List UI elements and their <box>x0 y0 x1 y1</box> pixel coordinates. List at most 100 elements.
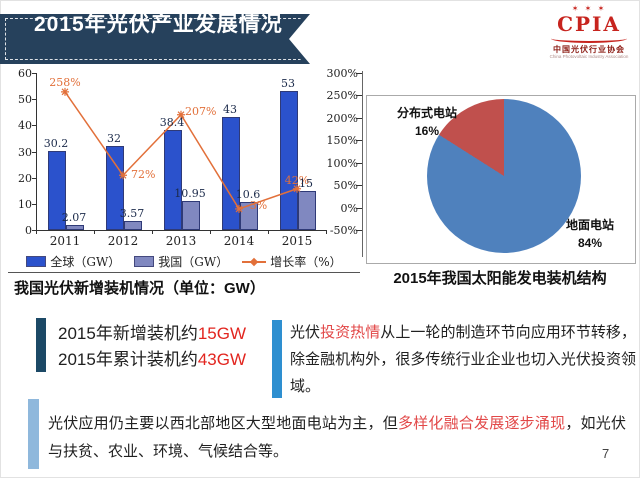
callout-right-text: 光伏投资热情从上一轮的制造环节向应用环节转移，除金融机构外，很多传统行业企业也切… <box>290 324 636 395</box>
bar-chart-legend: 全球（GW） 我国（GW） 增长率（%） <box>8 253 360 270</box>
bar-value-label: 53 <box>281 77 295 91</box>
bar-global <box>48 150 66 230</box>
legend-swatch-china-icon <box>134 256 155 267</box>
bar-chart-caption: 我国光伏新增装机情况（单位：GW） <box>14 280 265 297</box>
pie-label-ground: 地面电站 84% <box>565 218 614 250</box>
x-axis-tick-label: 2011 <box>49 234 81 248</box>
bar-value-label: 3.57 <box>119 206 145 220</box>
new-install-value: 15GW <box>197 324 247 343</box>
logo-org-name-cn: 中国光伏行业协会 <box>553 44 625 54</box>
left-axis-tick-label: 40 <box>18 119 32 133</box>
axis-tick-mark <box>356 140 362 142</box>
x-axis-tick-label: 2015 <box>281 234 313 248</box>
callout-bottom-text: 光伏应用仍主要以西北部地区大型地面电站为主，但多样化融合发展逐步涌现，如光伏与扶… <box>48 415 626 460</box>
right-axis-tick-label: -50% <box>329 224 358 237</box>
axis-tick-mark <box>32 151 36 153</box>
axis-tick-mark <box>32 73 36 74</box>
bar-value-label: 38.4 <box>159 115 185 129</box>
bar-value-label: 10.6 <box>235 188 261 202</box>
axis-tick-mark <box>326 230 327 234</box>
bar-value-label: 30.2 <box>43 136 69 150</box>
axis-tick-mark <box>32 230 36 231</box>
bar-china <box>66 224 84 230</box>
bar-value-label: 2.07 <box>61 210 87 224</box>
growth-point-marker-icon <box>61 87 69 96</box>
left-axis-tick-label: 10 <box>18 197 32 211</box>
left-axis-tick-label: 20 <box>18 171 32 185</box>
cpia-logo: ✶ ✶ ✶ CPIA 中国光伏行业协会 China Photovoltaic I… <box>543 1 635 63</box>
pie-chart-panel: 分布式电站 16% 地面电站 84% <box>366 95 636 264</box>
legend-label-global: 全球（GW） <box>50 255 121 269</box>
pie-label-distributed: 分布式电站 16% <box>396 106 457 138</box>
investment-highlight: 投资热情 <box>320 324 381 341</box>
left-axis-tick-label: 60 <box>18 67 32 80</box>
x-axis-tick-label: 2013 <box>165 234 197 248</box>
growth-point-label: 72% <box>131 168 156 182</box>
pie-chart-caption: 2015年我国太阳能发电装机结构 <box>393 270 607 287</box>
page-title: 2015年光伏产业发展情况 <box>34 13 283 36</box>
callout-right-accent-bar <box>272 320 282 398</box>
bar-global <box>280 91 298 230</box>
right-axis-tick-label: 250% <box>326 89 358 103</box>
bar-value-label: 43 <box>223 103 237 117</box>
right-axis-line <box>362 71 363 257</box>
axis-tick-mark <box>356 95 362 97</box>
axis-tick-mark <box>210 230 211 234</box>
callout-left-accent-bar <box>36 318 46 372</box>
right-axis-tick-label: 200% <box>326 111 358 125</box>
logo-acronym: CPIA <box>557 11 621 36</box>
growth-point-label: 258% <box>49 75 81 89</box>
logo-arc-icon <box>551 34 627 43</box>
axis-tick-mark <box>36 230 37 234</box>
pie-chart <box>427 99 581 253</box>
legend-item-global: 全球（GW） <box>26 253 120 270</box>
growth-point-marker-icon <box>293 184 301 193</box>
growth-point-marker-icon <box>235 204 243 213</box>
bar-global <box>164 129 182 230</box>
right-axis-tick-label: 150% <box>326 134 358 148</box>
page-number: 7 <box>602 446 610 461</box>
legend-item-growth: 增长率（%） <box>242 253 342 270</box>
right-axis-tick-label: 100% <box>326 156 358 170</box>
axis-tick-mark <box>356 230 362 231</box>
growth-point-marker-icon <box>177 110 185 119</box>
bar-value-label: 10.95 <box>174 187 206 201</box>
axis-tick-mark <box>356 185 362 187</box>
axis-tick-mark <box>152 230 153 234</box>
bar-chart-plot <box>36 73 327 231</box>
logo-org-name-en: China Photovoltaic Industry Association <box>549 53 629 59</box>
legend-swatch-global-icon <box>26 256 47 267</box>
axis-tick-mark <box>32 99 36 101</box>
diversification-highlight: 多样化融合发展逐步涌现 <box>397 415 566 432</box>
growth-line-chart <box>61 87 301 213</box>
cumulative-install-value: 43GW <box>197 350 247 369</box>
axis-tick-mark <box>32 177 36 179</box>
bar-china <box>240 202 258 230</box>
axis-tick-mark <box>32 203 36 205</box>
bar-value-label: 15 <box>299 176 313 190</box>
growth-point-label: 207% <box>185 104 217 118</box>
x-axis-tick-label: 2014 <box>223 234 255 248</box>
axis-tick-mark <box>356 162 362 164</box>
callout-bottom-accent-bar <box>28 399 39 469</box>
right-axis-tick-label: 0% <box>340 201 358 215</box>
growth-point-label: -3% <box>246 198 268 212</box>
bar-value-label: 32 <box>107 132 121 146</box>
bar-global <box>106 146 124 230</box>
bar-china <box>182 201 200 230</box>
chart-divider-line <box>8 272 360 273</box>
left-axis-tick-label: 30 <box>18 145 32 159</box>
legend-line-marker-icon <box>242 257 267 266</box>
growth-point-label: 42% <box>284 173 310 187</box>
callout-left-text: 2015年新增装机约15GW 2015年累计装机约43GW <box>58 324 247 369</box>
x-axis-tick-label: 2012 <box>107 234 139 248</box>
right-axis-tick-label: 300% <box>326 67 358 80</box>
left-axis-tick-label: 50 <box>18 93 32 107</box>
legend-label-china: 我国（GW） <box>158 255 229 269</box>
axis-tick-mark <box>356 207 362 209</box>
bar-china <box>124 220 142 230</box>
axis-tick-mark <box>356 117 362 119</box>
growth-point-marker-icon <box>119 171 127 180</box>
axis-tick-mark <box>268 230 269 234</box>
